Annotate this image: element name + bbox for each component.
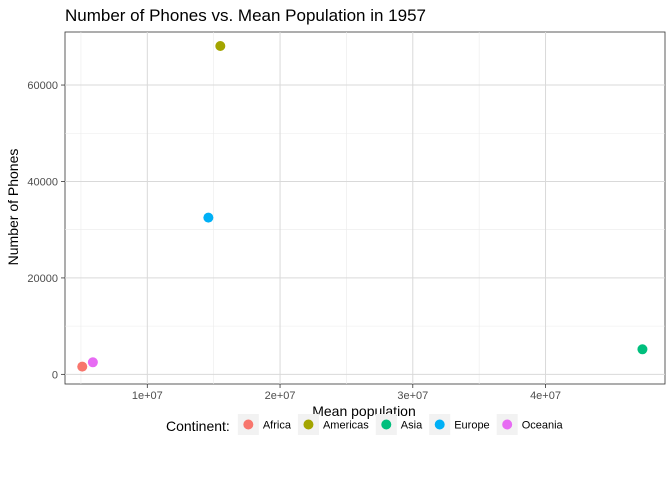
data-point-americas	[215, 40, 226, 51]
legend: Continent: Africa Americas Asia Europe Ocean…	[166, 414, 564, 435]
legend-item-oceania: Oceania	[496, 414, 564, 435]
y-tick-label: 40000	[27, 176, 58, 188]
legend-label: Americas	[323, 420, 369, 432]
legend-item-asia: Asia	[375, 414, 423, 435]
x-tick-label: 2e+07	[265, 390, 296, 402]
x-tick-label: 4e+07	[530, 390, 561, 402]
y-tick-label: 20000	[27, 273, 58, 285]
x-axis: 1e+07 2e+07 3e+07 4e+07	[132, 384, 561, 402]
data-point-oceania	[87, 357, 98, 368]
legend-swatch	[243, 419, 254, 430]
legend-item-europe: Europe	[429, 414, 490, 435]
legend-label: Asia	[401, 420, 423, 432]
legend-label: Oceania	[522, 420, 564, 432]
legend-swatch	[434, 419, 445, 430]
legend-swatch	[381, 419, 392, 430]
legend-title: Continent:	[166, 418, 230, 434]
legend-label: Europe	[454, 420, 489, 432]
y-tick-label: 0	[52, 369, 58, 381]
y-axis-title: Number of Phones	[5, 149, 21, 266]
data-point-europe	[203, 212, 214, 223]
y-axis: 0 20000 40000 60000	[27, 80, 65, 381]
data-points	[77, 40, 648, 372]
x-tick-label: 3e+07	[397, 390, 428, 402]
data-point-africa	[77, 361, 88, 372]
legend-label: Africa	[263, 420, 292, 432]
chart-title: Number of Phones vs. Mean Population in …	[65, 6, 426, 25]
plot-panel	[64, 31, 666, 385]
legend-swatch	[303, 419, 314, 430]
legend-swatch	[502, 419, 513, 430]
legend-item-africa: Africa	[237, 414, 292, 435]
y-tick-label: 60000	[27, 80, 58, 92]
data-point-asia	[637, 344, 648, 355]
panel-border	[64, 31, 666, 385]
x-tick-label: 1e+07	[132, 390, 163, 402]
legend-item-americas: Americas	[297, 414, 369, 435]
gridlines	[65, 32, 665, 384]
x-axis-title: Mean population	[312, 403, 416, 419]
